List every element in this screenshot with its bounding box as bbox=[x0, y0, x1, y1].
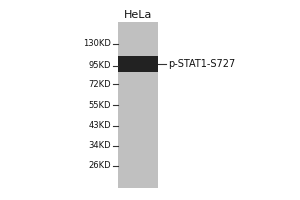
Text: 95KD: 95KD bbox=[88, 61, 111, 70]
Text: 130KD: 130KD bbox=[83, 39, 111, 48]
Text: 43KD: 43KD bbox=[88, 121, 111, 130]
Text: HeLa: HeLa bbox=[124, 10, 152, 20]
Text: 34KD: 34KD bbox=[88, 141, 111, 150]
Bar bbox=[118, 56, 158, 72]
Bar bbox=[118, 22, 158, 188]
Text: 72KD: 72KD bbox=[88, 80, 111, 89]
Text: p-STAT1-S727: p-STAT1-S727 bbox=[168, 59, 235, 69]
Text: 26KD: 26KD bbox=[88, 161, 111, 170]
Text: 55KD: 55KD bbox=[88, 100, 111, 110]
